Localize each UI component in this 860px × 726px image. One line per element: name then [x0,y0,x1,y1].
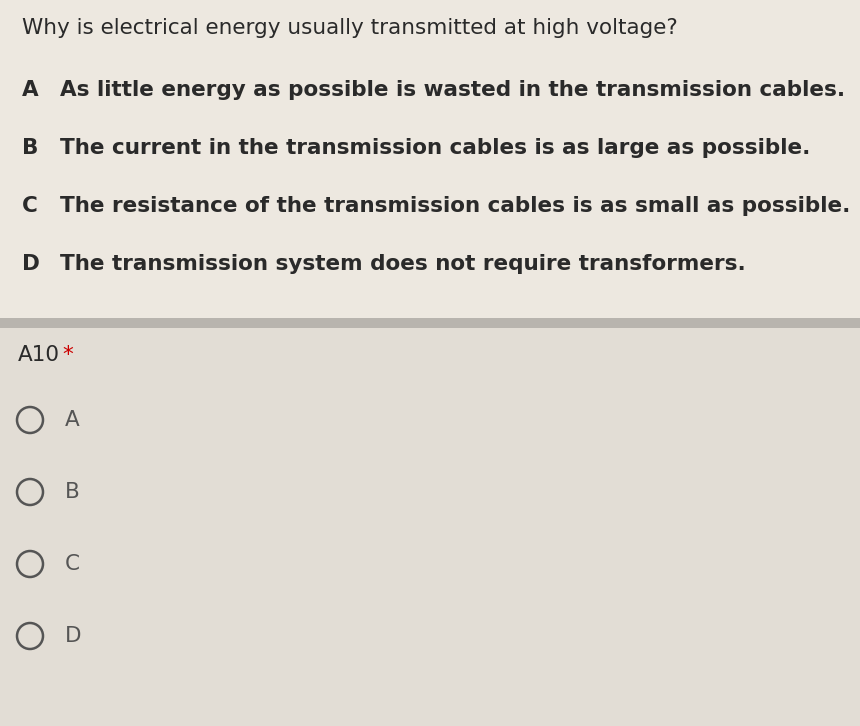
Text: C: C [65,554,80,574]
Text: A10: A10 [18,345,60,365]
Bar [0,318,860,328]
Text: As little energy as possible is wasted in the transmission cables.: As little energy as possible is wasted i… [60,80,845,100]
Text: The transmission system does not require transformers.: The transmission system does not require… [60,254,746,274]
Text: A: A [65,410,80,430]
Text: A: A [22,80,39,100]
Bar [0,0,860,318]
Text: C: C [22,196,38,216]
Text: B: B [22,138,39,158]
Text: The current in the transmission cables is as large as possible.: The current in the transmission cables i… [60,138,810,158]
Text: B: B [65,482,80,502]
Text: The resistance of the transmission cables is as small as possible.: The resistance of the transmission cable… [60,196,851,216]
Text: *: * [62,345,73,365]
Text: D: D [22,254,40,274]
Text: D: D [65,626,82,646]
Text: Why is electrical energy usually transmitted at high voltage?: Why is electrical energy usually transmi… [22,18,678,38]
